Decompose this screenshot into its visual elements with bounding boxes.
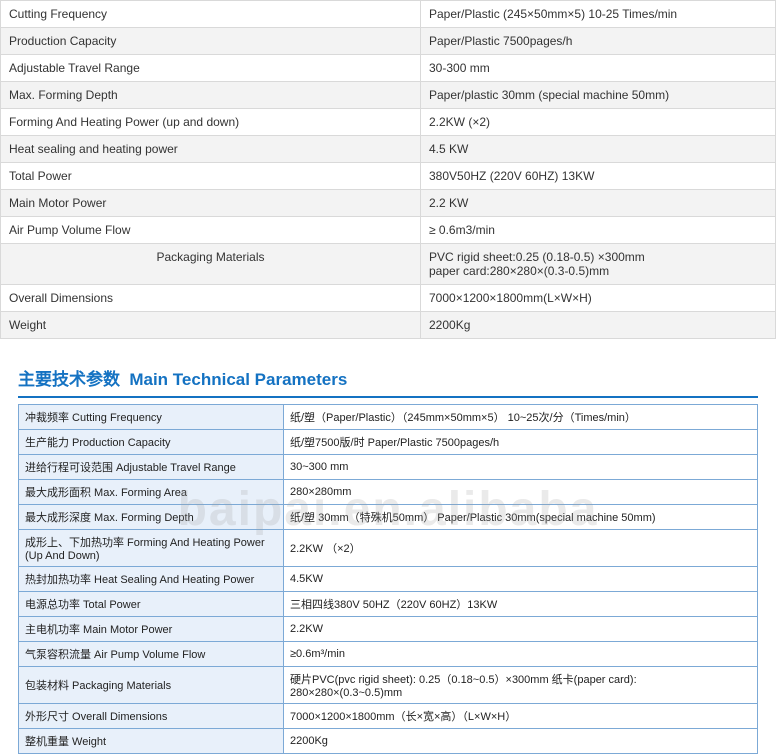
spec-label: Overall Dimensions <box>1 285 421 312</box>
spec-label: Adjustable Travel Range <box>1 55 421 82</box>
spec-value: 4.5KW <box>284 567 758 592</box>
spec-value: 2.2KW <box>284 617 758 642</box>
table-row: 成形上、下加热功率 Forming And Heating Power (Up … <box>19 530 758 567</box>
spec-label: Production Capacity <box>1 28 421 55</box>
spec-label: 电源总功率 Total Power <box>19 592 284 617</box>
table-row: 主电机功率 Main Motor Power2.2KW <box>19 617 758 642</box>
table-row: Heat sealing and heating power4.5 KW <box>1 136 776 163</box>
spec-value: 2200Kg <box>421 312 776 339</box>
spec-value: 4.5 KW <box>421 136 776 163</box>
spec-value: 280×280mm <box>284 480 758 505</box>
spec-label: Main Motor Power <box>1 190 421 217</box>
spec-label: 生产能力 Production Capacity <box>19 430 284 455</box>
table-row: Cutting FrequencyPaper/Plastic (245×50mm… <box>1 1 776 28</box>
spec-label: 外形尺寸 Overall Dimensions <box>19 704 284 729</box>
spec-label: 包装材料 Packaging Materials <box>19 667 284 704</box>
spec-label: Air Pump Volume Flow <box>1 217 421 244</box>
spec-label: 整机重量 Weight <box>19 729 284 754</box>
spec-value: 7000×1200×1800mm（长×宽×高）（L×W×H） <box>284 704 758 729</box>
spec-label: Cutting Frequency <box>1 1 421 28</box>
spec-value: 2.2KW (×2) <box>421 109 776 136</box>
spec-value: 2200Kg <box>284 729 758 754</box>
table-row: 生产能力 Production Capacity纸/塑7500版/时 Paper… <box>19 430 758 455</box>
spec-label: 成形上、下加热功率 Forming And Heating Power (Up … <box>19 530 284 567</box>
table-row: Main Motor Power2.2 KW <box>1 190 776 217</box>
spec-value: ≥0.6m³/min <box>284 642 758 667</box>
spec-label: Total Power <box>1 163 421 190</box>
spec-value: Paper/Plastic 7500pages/h <box>421 28 776 55</box>
table-row: Production CapacityPaper/Plastic 7500pag… <box>1 28 776 55</box>
table-row: Adjustable Travel Range30-300 mm <box>1 55 776 82</box>
table-row: Overall Dimensions7000×1200×1800mm(L×W×H… <box>1 285 776 312</box>
spec-table-2-wrap: baipai.en.alibaba 冲裁频率 Cutting Frequency… <box>18 404 758 754</box>
spec-value: 纸/塑7500版/时 Paper/Plastic 7500pages/h <box>284 430 758 455</box>
spec-label: Packaging Materials <box>1 244 421 285</box>
spec-label: Weight <box>1 312 421 339</box>
section-title: 主要技术参数 Main Technical Parameters <box>0 361 776 394</box>
spec-table-1-body: Cutting FrequencyPaper/Plastic (245×50mm… <box>1 1 776 339</box>
spec-value: ≥ 0.6m3/min <box>421 217 776 244</box>
table-row: Total Power380V50HZ (220V 60HZ) 13KW <box>1 163 776 190</box>
spec-label: Max. Forming Depth <box>1 82 421 109</box>
spec-value: 2.2KW （×2） <box>284 530 758 567</box>
spec-label: 主电机功率 Main Motor Power <box>19 617 284 642</box>
table-row: 包装材料 Packaging Materials硬片PVC(pvc rigid … <box>19 667 758 704</box>
spec-value: 7000×1200×1800mm(L×W×H) <box>421 285 776 312</box>
spec-label: 进给行程可设范围 Adjustable Travel Range <box>19 455 284 480</box>
table-row: 热封加热功率 Heat Sealing And Heating Power4.5… <box>19 567 758 592</box>
table-row: 外形尺寸 Overall Dimensions7000×1200×1800mm（… <box>19 704 758 729</box>
section-title-rule <box>18 396 758 398</box>
spec-value: 三相四线380V 50HZ（220V 60HZ）13KW <box>284 592 758 617</box>
table-row: Packaging MaterialsPVC rigid sheet:0.25 … <box>1 244 776 285</box>
table-row: 最大成形深度 Max. Forming Depth纸/塑 30mm（特殊机50m… <box>19 505 758 530</box>
table-row: Max. Forming DepthPaper/plastic 30mm (sp… <box>1 82 776 109</box>
spec-value: PVC rigid sheet:0.25 (0.18-0.5) ×300mm p… <box>421 244 776 285</box>
spec-value: 硬片PVC(pvc rigid sheet): 0.25（0.18~0.5）×3… <box>284 667 758 704</box>
spec-label: 冲裁频率 Cutting Frequency <box>19 405 284 430</box>
table-row: Air Pump Volume Flow≥ 0.6m3/min <box>1 217 776 244</box>
spec-label: Heat sealing and heating power <box>1 136 421 163</box>
spec-label: 气泵容积流量 Air Pump Volume Flow <box>19 642 284 667</box>
spec-value: 2.2 KW <box>421 190 776 217</box>
section-title-en: Main Technical Parameters <box>129 370 347 389</box>
spec-value: 纸/塑 30mm（特殊机50mm） Paper/Plastic 30mm(spe… <box>284 505 758 530</box>
spec-label: Forming And Heating Power (up and down) <box>1 109 421 136</box>
spec-value: Paper/plastic 30mm (special machine 50mm… <box>421 82 776 109</box>
table-row: 整机重量 Weight2200Kg <box>19 729 758 754</box>
table-row: 进给行程可设范围 Adjustable Travel Range30~300 m… <box>19 455 758 480</box>
spec-table-1: Cutting FrequencyPaper/Plastic (245×50mm… <box>0 0 776 339</box>
table-row: 气泵容积流量 Air Pump Volume Flow≥0.6m³/min <box>19 642 758 667</box>
spec-value: 30~300 mm <box>284 455 758 480</box>
table-row: Forming And Heating Power (up and down)2… <box>1 109 776 136</box>
spec-value: 30-300 mm <box>421 55 776 82</box>
spec-value: Paper/Plastic (245×50mm×5) 10-25 Times/m… <box>421 1 776 28</box>
spec-label: 最大成形深度 Max. Forming Depth <box>19 505 284 530</box>
table-row: 冲裁频率 Cutting Frequency纸/塑（Paper/Plastic）… <box>19 405 758 430</box>
spec-value: 380V50HZ (220V 60HZ) 13KW <box>421 163 776 190</box>
table-row: 最大成形面积 Max. Forming Area280×280mm <box>19 480 758 505</box>
section-title-cn: 主要技术参数 <box>18 370 120 389</box>
table-row: Weight2200Kg <box>1 312 776 339</box>
spec-label: 热封加热功率 Heat Sealing And Heating Power <box>19 567 284 592</box>
spec-label: 最大成形面积 Max. Forming Area <box>19 480 284 505</box>
spec-table-2-body: 冲裁频率 Cutting Frequency纸/塑（Paper/Plastic）… <box>19 405 758 754</box>
spec-table-2: 冲裁频率 Cutting Frequency纸/塑（Paper/Plastic）… <box>18 404 758 754</box>
spec-value: 纸/塑（Paper/Plastic）（245mm×50mm×5） 10~25次/… <box>284 405 758 430</box>
table-row: 电源总功率 Total Power三相四线380V 50HZ（220V 60HZ… <box>19 592 758 617</box>
